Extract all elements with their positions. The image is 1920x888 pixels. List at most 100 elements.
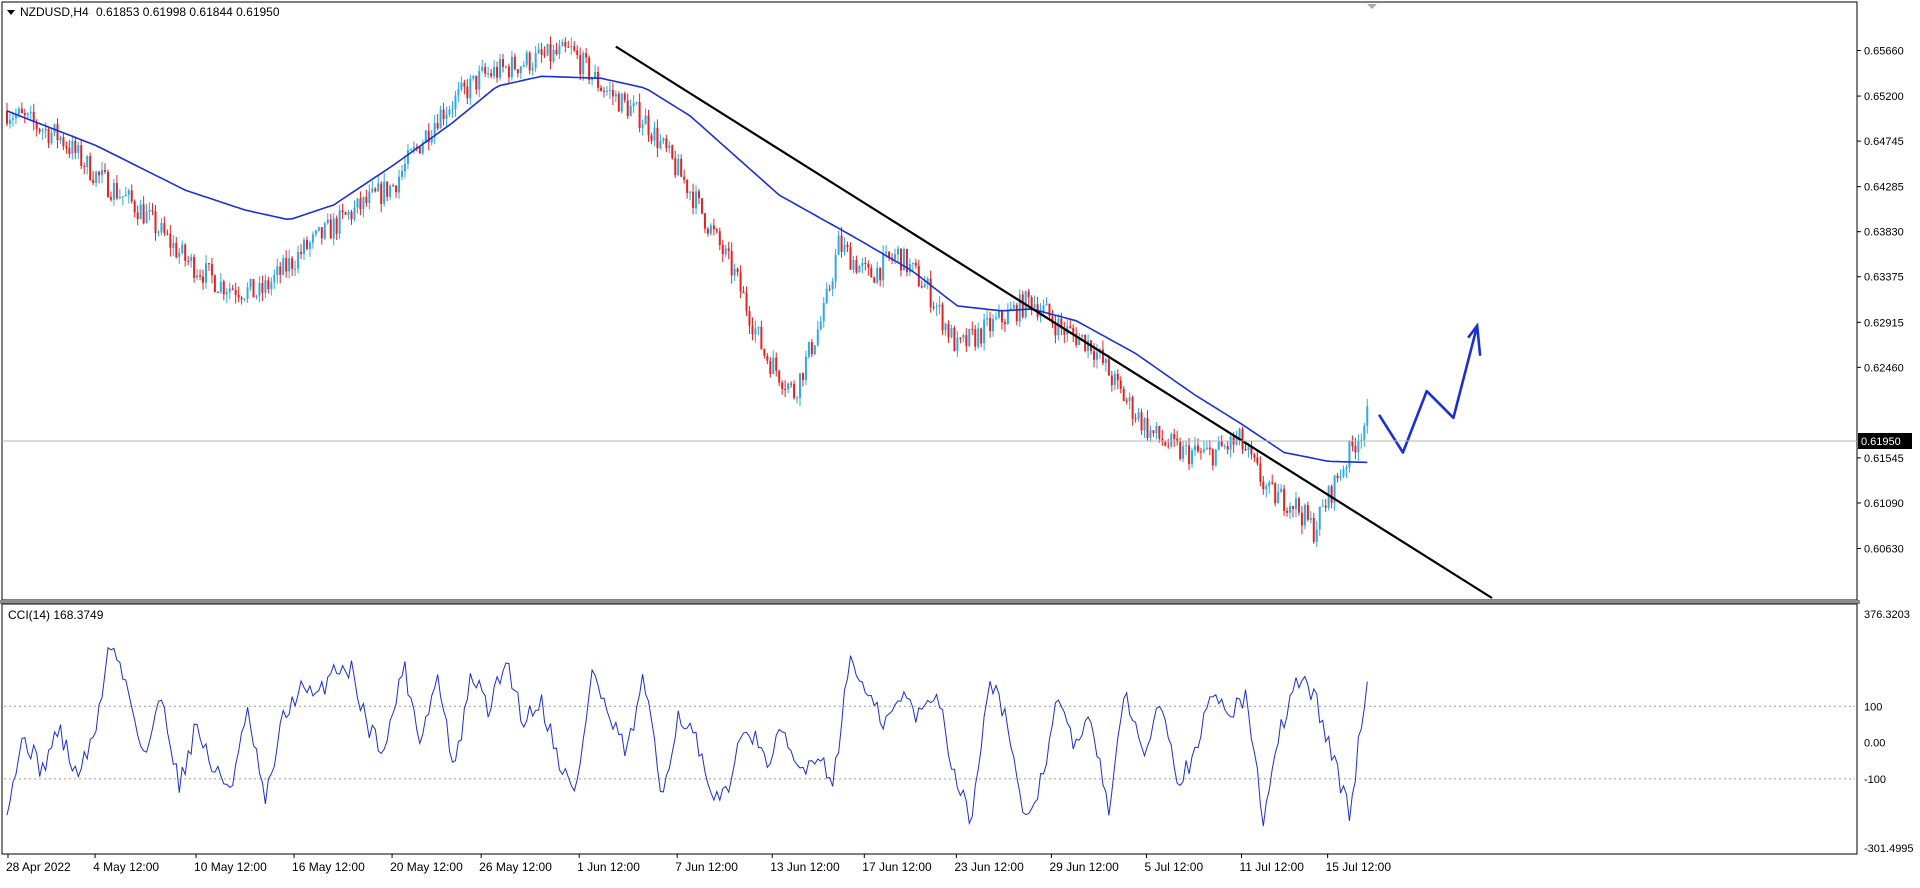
candle: [519, 65, 522, 79]
candle: [1348, 440, 1351, 473]
candle: [920, 280, 923, 289]
candle: [412, 141, 415, 154]
candle: [160, 218, 163, 236]
candle: [1283, 484, 1286, 517]
candle: [689, 190, 692, 201]
candle: [617, 91, 620, 112]
candle: [1018, 289, 1021, 327]
time-tick-label: 15 Jul 12:00: [1326, 860, 1392, 874]
candle: [959, 337, 962, 344]
candle: [1208, 440, 1211, 456]
candle: [172, 235, 175, 256]
candle: [831, 277, 834, 297]
candle: [810, 338, 813, 358]
candle: [721, 240, 724, 263]
candle: [781, 380, 784, 395]
candle: [1122, 386, 1125, 402]
price-tick-label: 0.63830: [1864, 227, 1904, 239]
time-tick-label: 17 Jun 12:00: [862, 860, 932, 874]
scroll-marker-icon[interactable]: [1367, 4, 1377, 9]
candle: [204, 255, 207, 289]
candle: [882, 245, 885, 288]
candle: [338, 205, 341, 239]
candle: [938, 296, 941, 315]
candle: [671, 144, 674, 160]
candle: [632, 95, 635, 113]
candle: [163, 216, 166, 237]
candle: [258, 276, 261, 303]
trend-line[interactable]: [615, 45, 1493, 599]
candle: [86, 155, 89, 175]
candle: [175, 237, 178, 259]
time-tick-label: 20 May 12:00: [390, 860, 463, 874]
candle: [1110, 371, 1113, 392]
candle: [193, 254, 196, 283]
candle: [202, 269, 205, 291]
candle: [763, 348, 766, 359]
candle: [516, 68, 519, 78]
candle: [801, 372, 804, 387]
candle: [555, 42, 558, 56]
candle: [406, 143, 409, 170]
candle: [478, 65, 481, 97]
candle: [442, 102, 445, 126]
candle: [1286, 507, 1289, 517]
candle: [371, 180, 374, 194]
candle: [1176, 430, 1179, 446]
candle: [899, 248, 902, 277]
candle: [873, 276, 876, 283]
candle: [392, 183, 395, 187]
candle: [510, 50, 513, 81]
candle: [1336, 472, 1339, 483]
time-tick-label: 7 Jun 12:00: [675, 860, 738, 874]
candle: [1214, 449, 1217, 467]
candle: [549, 36, 552, 70]
candle: [1146, 410, 1149, 442]
candle: [570, 37, 573, 55]
candle: [148, 202, 151, 221]
candle: [849, 242, 852, 270]
candle: [626, 93, 629, 119]
panel-separator[interactable]: [0, 600, 1860, 604]
candle: [796, 395, 799, 404]
candle: [463, 79, 466, 95]
candle: [1339, 469, 1342, 481]
price-tick-label: 0.62915: [1864, 317, 1904, 329]
candle: [947, 320, 950, 343]
candle: [718, 227, 721, 251]
candle: [421, 139, 424, 156]
candle: [1265, 483, 1268, 498]
price-tick-label: 0.61545: [1864, 453, 1904, 465]
candle: [552, 44, 555, 64]
candle: [1012, 301, 1015, 311]
candle: [968, 328, 971, 348]
candle: [216, 291, 219, 293]
candle: [65, 141, 68, 154]
candle: [724, 244, 727, 258]
candle: [1069, 318, 1072, 329]
candle: [50, 129, 53, 145]
candle: [1309, 511, 1312, 524]
candle: [29, 105, 32, 120]
candle: [597, 66, 600, 92]
candle: [1161, 429, 1164, 446]
candle: [846, 241, 849, 252]
candle: [709, 223, 712, 236]
candle: [742, 286, 745, 294]
candle: [178, 247, 181, 265]
candle: [359, 191, 362, 216]
candle: [454, 91, 457, 117]
candle: [1262, 475, 1265, 495]
candle: [398, 169, 401, 199]
price-tick-label: 0.65200: [1864, 91, 1904, 103]
candle: [698, 188, 701, 205]
price-axis: 0.65660 0.65200 0.64745 0.64285 0.63830 0.633…: [1857, 46, 1904, 556]
candle: [668, 141, 671, 154]
candle: [1158, 425, 1161, 443]
candle: [71, 135, 74, 160]
time-tick-label: 28 Apr 2022: [6, 860, 71, 874]
collapse-triangle-icon[interactable]: [7, 10, 15, 15]
candle: [1182, 440, 1185, 463]
candle: [736, 267, 739, 277]
